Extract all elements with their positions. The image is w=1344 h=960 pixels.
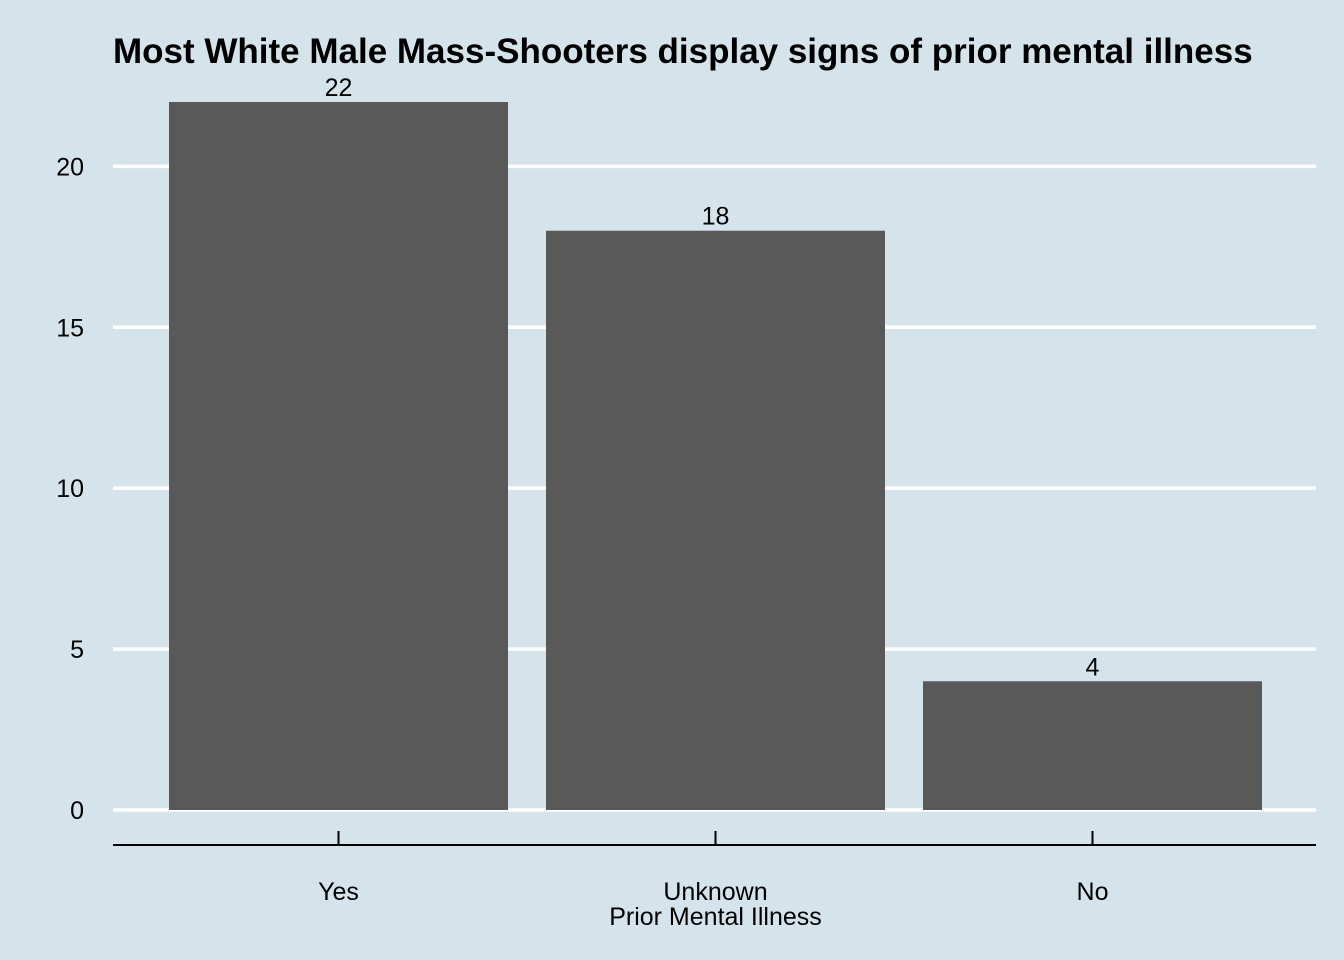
data-label-no: 4 [1086, 653, 1100, 681]
x-axis-title: Prior Mental Illness [609, 903, 822, 931]
y-tick-label-10: 10 [56, 475, 84, 503]
bar-no [923, 681, 1262, 810]
bar-yes [169, 102, 508, 810]
x-tick-label-no: No [1077, 878, 1109, 906]
chart-title: Most White Male Mass-Shooters display si… [113, 32, 1253, 71]
x-axis-ticks: Yes Unknown No [318, 831, 1108, 906]
x-tick-label-yes: Yes [318, 878, 359, 906]
data-label-unknown: 18 [702, 203, 730, 231]
bars [169, 102, 1262, 810]
y-tick-label-20: 20 [56, 153, 84, 181]
x-tick-label-unknown: Unknown [663, 878, 767, 906]
data-labels: 22 18 4 [325, 74, 1100, 681]
data-label-yes: 22 [325, 74, 353, 102]
y-tick-label-0: 0 [70, 797, 84, 825]
bar-unknown [546, 230, 885, 810]
y-tick-label-15: 15 [56, 314, 84, 342]
y-axis-ticks: 0 5 10 15 20 [56, 153, 84, 825]
y-tick-label-5: 5 [70, 636, 84, 664]
